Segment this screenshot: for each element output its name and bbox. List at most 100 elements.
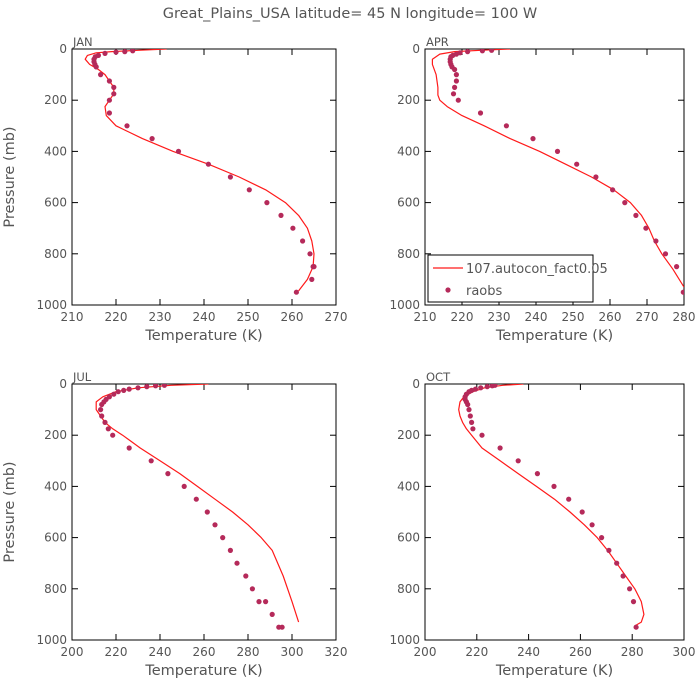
obs-point — [653, 238, 659, 244]
obs-point — [204, 509, 210, 515]
obs-point — [311, 264, 317, 270]
y-tick-label: 1000 — [389, 298, 420, 312]
x-tick-label: 320 — [325, 645, 348, 659]
obs-point — [126, 386, 132, 392]
x-tick-label: 270 — [325, 310, 348, 324]
y-tick-label: 0 — [412, 42, 420, 56]
obs-point — [479, 49, 485, 54]
obs-point — [497, 445, 503, 451]
legend-obs-label: raobs — [466, 284, 503, 299]
x-tick-label: 220 — [465, 645, 488, 659]
obs-point — [220, 535, 226, 541]
obs-point — [99, 401, 105, 408]
obs-point — [300, 238, 306, 244]
obs-point — [234, 560, 240, 566]
obs-point — [599, 535, 605, 541]
obs-point — [589, 522, 595, 528]
obs-point — [455, 97, 461, 103]
obs-point — [161, 384, 167, 388]
obs-point — [453, 78, 459, 84]
obs-point — [126, 445, 132, 451]
panel-label: OCT — [426, 370, 451, 384]
x-tick-label: 230 — [149, 310, 172, 324]
obs-point — [293, 289, 299, 295]
x-axis-label: Temperature (K) — [495, 663, 613, 679]
obs-point — [121, 387, 127, 393]
plot-frame — [71, 383, 337, 641]
panel-jan: 210 220 230 240 250 260 270 0 200 400 600 800 1000 JA… — [2, 35, 347, 344]
obs-point — [111, 84, 117, 90]
obs-point — [453, 72, 459, 78]
model-profile-line — [458, 384, 645, 627]
obs-point — [105, 426, 111, 432]
obs-point — [633, 624, 639, 630]
obs-point — [149, 136, 155, 142]
x-tick-label: 200 — [414, 645, 437, 659]
obs-point — [307, 251, 313, 257]
obs-point — [610, 187, 616, 193]
x-tick-label: 240 — [517, 645, 540, 659]
x-tick-label: 260 — [193, 645, 216, 659]
obs-point — [477, 110, 484, 116]
panel-label: APR — [426, 35, 449, 49]
obs-point — [450, 91, 457, 97]
x-tick-label: 280 — [621, 645, 644, 659]
x-axis-label: Temperature (K) — [495, 328, 613, 344]
obs-point — [452, 84, 458, 90]
obs-point — [466, 407, 472, 413]
x-tick-label: 250 — [237, 310, 260, 324]
obs-point — [115, 389, 121, 395]
y-tick-label: 600 — [44, 531, 67, 545]
model-profile-line — [95, 384, 300, 623]
obs-point — [469, 419, 475, 425]
model-profile-line — [431, 49, 684, 288]
legend-box — [427, 254, 594, 303]
obs-point — [130, 49, 136, 54]
x-tick-label: 250 — [562, 310, 585, 324]
obs-point — [98, 407, 104, 413]
obs-point — [534, 471, 541, 477]
obs-point — [135, 385, 141, 391]
plot-frame — [424, 383, 685, 641]
obs-point — [106, 78, 112, 84]
obs-point — [106, 97, 112, 103]
y-tick-label: 200 — [397, 93, 420, 107]
y-tick-label: 1000 — [36, 633, 67, 647]
x-tick-label: 260 — [281, 310, 304, 324]
y-tick-label: 600 — [397, 531, 420, 545]
plot-area — [84, 49, 317, 295]
y-tick-label: 1000 — [389, 633, 420, 647]
obs-point — [470, 426, 476, 432]
x-tick-label: 240 — [149, 645, 172, 659]
obs-point — [627, 586, 633, 592]
obs-point — [93, 64, 99, 70]
obs-point — [193, 496, 199, 502]
obs-point — [148, 458, 154, 464]
obs-point — [515, 458, 521, 464]
obs-point — [478, 385, 484, 391]
obs-point — [622, 200, 628, 206]
obs-point — [465, 49, 471, 55]
x-tick-label: 230 — [488, 310, 511, 324]
obs-point — [175, 148, 182, 154]
obs-point — [124, 123, 130, 129]
obs-point — [144, 384, 150, 390]
obs-point — [106, 110, 112, 116]
y-tick-label: 800 — [397, 582, 420, 596]
x-tick-label: 240 — [525, 310, 548, 324]
y-tick-label: 600 — [397, 196, 420, 210]
x-tick-label: 300 — [673, 645, 696, 659]
obs-point — [111, 91, 117, 97]
plot-frame — [424, 48, 685, 306]
x-tick-label: 280 — [673, 310, 696, 324]
obs-point — [662, 251, 669, 257]
obs-point — [489, 384, 495, 389]
x-tick-label: 220 — [451, 310, 474, 324]
obs-point — [98, 72, 104, 78]
x-tick-label: 300 — [281, 645, 304, 659]
obs-point — [212, 522, 218, 528]
obs-point — [99, 413, 105, 419]
plot-area — [431, 49, 684, 295]
obs-point — [566, 496, 572, 502]
panel-jul: 200 220 240 260 280 300 320 0 200 400 600 800 1000 JU… — [2, 370, 347, 679]
